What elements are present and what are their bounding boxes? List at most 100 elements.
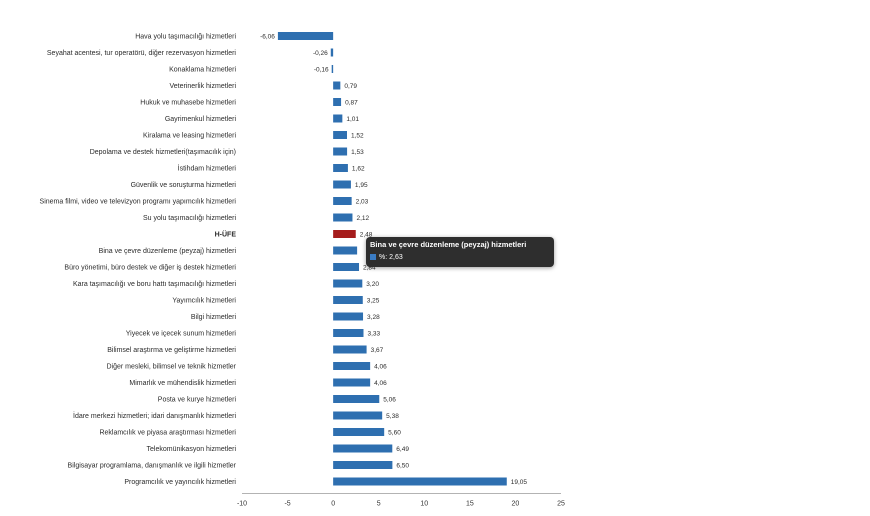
category-labels: Hava yolu taşımacılığı hizmetleri Seyahat… <box>40 34 237 487</box>
category-label: Veterinerlik hizmetleri <box>169 83 236 90</box>
category-label: Hukuk ve muhasebe hizmetleri <box>140 100 236 107</box>
bar <box>333 164 348 172</box>
value-labels: -6,06 -0,26 -0,16 0,79 0,87 1,01 1,52 1,53 1,62 1… <box>260 33 528 486</box>
category-label: Güvenlik ve soruşturma hizmetleri <box>131 182 237 189</box>
data-label: 2,12 <box>356 215 369 222</box>
data-label: 0,87 <box>345 99 358 106</box>
bar <box>333 98 342 106</box>
x-tick-label: -10 <box>237 501 247 508</box>
data-label: 6,50 <box>396 462 409 469</box>
data-label: 19,05 <box>511 479 528 486</box>
x-tick-label: 5 <box>377 501 381 508</box>
category-label: Hava yolu taşımacılığı hizmetleri <box>135 34 236 41</box>
data-label: 2,48 <box>360 231 373 238</box>
category-label: Diğer mesleki, bilimsel ve teknik hizmet… <box>106 364 236 371</box>
bar <box>333 230 356 238</box>
data-label: 5,38 <box>386 413 399 420</box>
x-tick-label: 25 <box>557 501 565 508</box>
tooltip-value: %: 2,63 <box>379 254 403 261</box>
category-label: Seyahat acentesi, tur operatörü, diğer r… <box>47 50 237 57</box>
category-label: Büro yönetimi, büro destek ve diğer iş d… <box>64 265 236 272</box>
bar <box>333 477 507 486</box>
bar <box>333 279 363 288</box>
tooltip-series-swatch <box>370 254 376 260</box>
category-label: İstihdam hizmetleri <box>178 164 237 173</box>
data-label: 1,53 <box>351 149 364 156</box>
data-label: -6,06 <box>260 33 275 40</box>
bar <box>333 114 343 123</box>
category-label: Kiralama ve leasing hizmetleri <box>143 133 236 140</box>
data-label: -0,26 <box>313 50 328 57</box>
data-label: 1,62 <box>352 165 365 172</box>
data-label: 5,06 <box>383 396 396 403</box>
data-label: 2,03 <box>356 198 369 205</box>
data-label: 4,06 <box>374 380 387 387</box>
bar <box>333 395 380 403</box>
category-label: Mimarlık ve mühendislik hizmetleri <box>129 380 236 387</box>
category-label: Bilgi hizmetleri <box>191 314 237 321</box>
bar <box>333 147 348 156</box>
category-label: Telekomünikasyon hizmetleri <box>147 446 237 453</box>
data-label: 1,01 <box>346 116 359 123</box>
category-label: İdare merkezi hizmetleri; idari danışman… <box>73 411 236 420</box>
x-tick-label: 0 <box>331 501 335 508</box>
category-label: Posta ve kurye hizmetleri <box>158 397 237 404</box>
bar <box>333 131 347 139</box>
hover-tooltip: Bina ve çevre düzenleme (peyzaj) hizmetl… <box>366 237 554 267</box>
category-label: Programcılık ve yayıncılık hizmetleri <box>124 479 236 486</box>
category-label: Depolama ve destek hizmetleri(taşımacılı… <box>90 149 236 156</box>
bar <box>333 213 353 222</box>
x-tick-label: 15 <box>466 501 474 508</box>
bar <box>333 296 363 304</box>
category-label: Bina ve çevre düzenleme (peyzaj) hizmetl… <box>99 248 237 255</box>
data-label: 3,25 <box>367 297 380 304</box>
data-label: 2,84 <box>363 264 376 271</box>
bar <box>333 81 341 90</box>
bar <box>330 48 334 57</box>
data-label: 1,95 <box>355 182 368 189</box>
bar <box>333 197 352 205</box>
bar <box>333 378 371 387</box>
bars <box>277 32 507 486</box>
data-label: 1,52 <box>351 132 364 139</box>
tooltip-title: Bina ve çevre düzenleme (peyzaj) hizmetl… <box>370 240 527 249</box>
data-label: 4,06 <box>374 363 387 370</box>
category-label: Reklamcılık ve piyasa araştırması hizmet… <box>99 430 236 437</box>
data-label: 5,60 <box>388 429 401 436</box>
bar <box>333 444 393 453</box>
bar <box>331 65 334 73</box>
bar <box>333 428 385 436</box>
bar <box>333 411 383 420</box>
bar <box>333 345 367 354</box>
data-label: 3,33 <box>367 330 380 337</box>
data-label: 6,49 <box>396 446 409 453</box>
tooltip-value-row: %: 2,63 <box>370 254 403 261</box>
data-label: 0,79 <box>344 83 357 90</box>
category-label: Sinema filmi, video ve televizyon progra… <box>40 199 237 206</box>
x-axis-ticks: -10 -5 0 5 10 15 20 25 <box>237 501 565 508</box>
category-label: Gayrimenkul hizmetleri <box>165 116 237 123</box>
category-label: Kara taşımacılığı ve boru hattı taşımacı… <box>73 281 236 288</box>
x-tick-label: -5 <box>284 501 290 508</box>
data-label: 3,20 <box>366 281 379 288</box>
bar <box>333 461 393 469</box>
data-label: -0,16 <box>314 66 329 73</box>
category-label: H-ÜFE <box>215 230 237 239</box>
bar <box>333 312 364 321</box>
category-label: Su yolu taşımacılığı hizmetleri <box>143 215 236 222</box>
category-label: Bilimsel araştırma ve geliştirme hizmetl… <box>107 347 236 354</box>
category-label: Konaklama hizmetleri <box>169 67 236 74</box>
bar <box>333 263 360 271</box>
category-label: Yiyecek ve içecek sunum hizmetleri <box>126 331 237 338</box>
bar <box>333 246 358 255</box>
x-tick-label: 20 <box>512 501 520 508</box>
bar <box>333 329 364 337</box>
x-tick-label: 10 <box>420 501 428 508</box>
category-label: Bilgisayar programlama, danışmanlık ve i… <box>68 463 237 470</box>
bar <box>333 180 351 189</box>
data-label: 3,67 <box>371 347 384 354</box>
category-label: Yayımcılık hizmetleri <box>172 298 236 305</box>
data-label: 3,28 <box>367 314 380 321</box>
bar <box>277 32 334 40</box>
